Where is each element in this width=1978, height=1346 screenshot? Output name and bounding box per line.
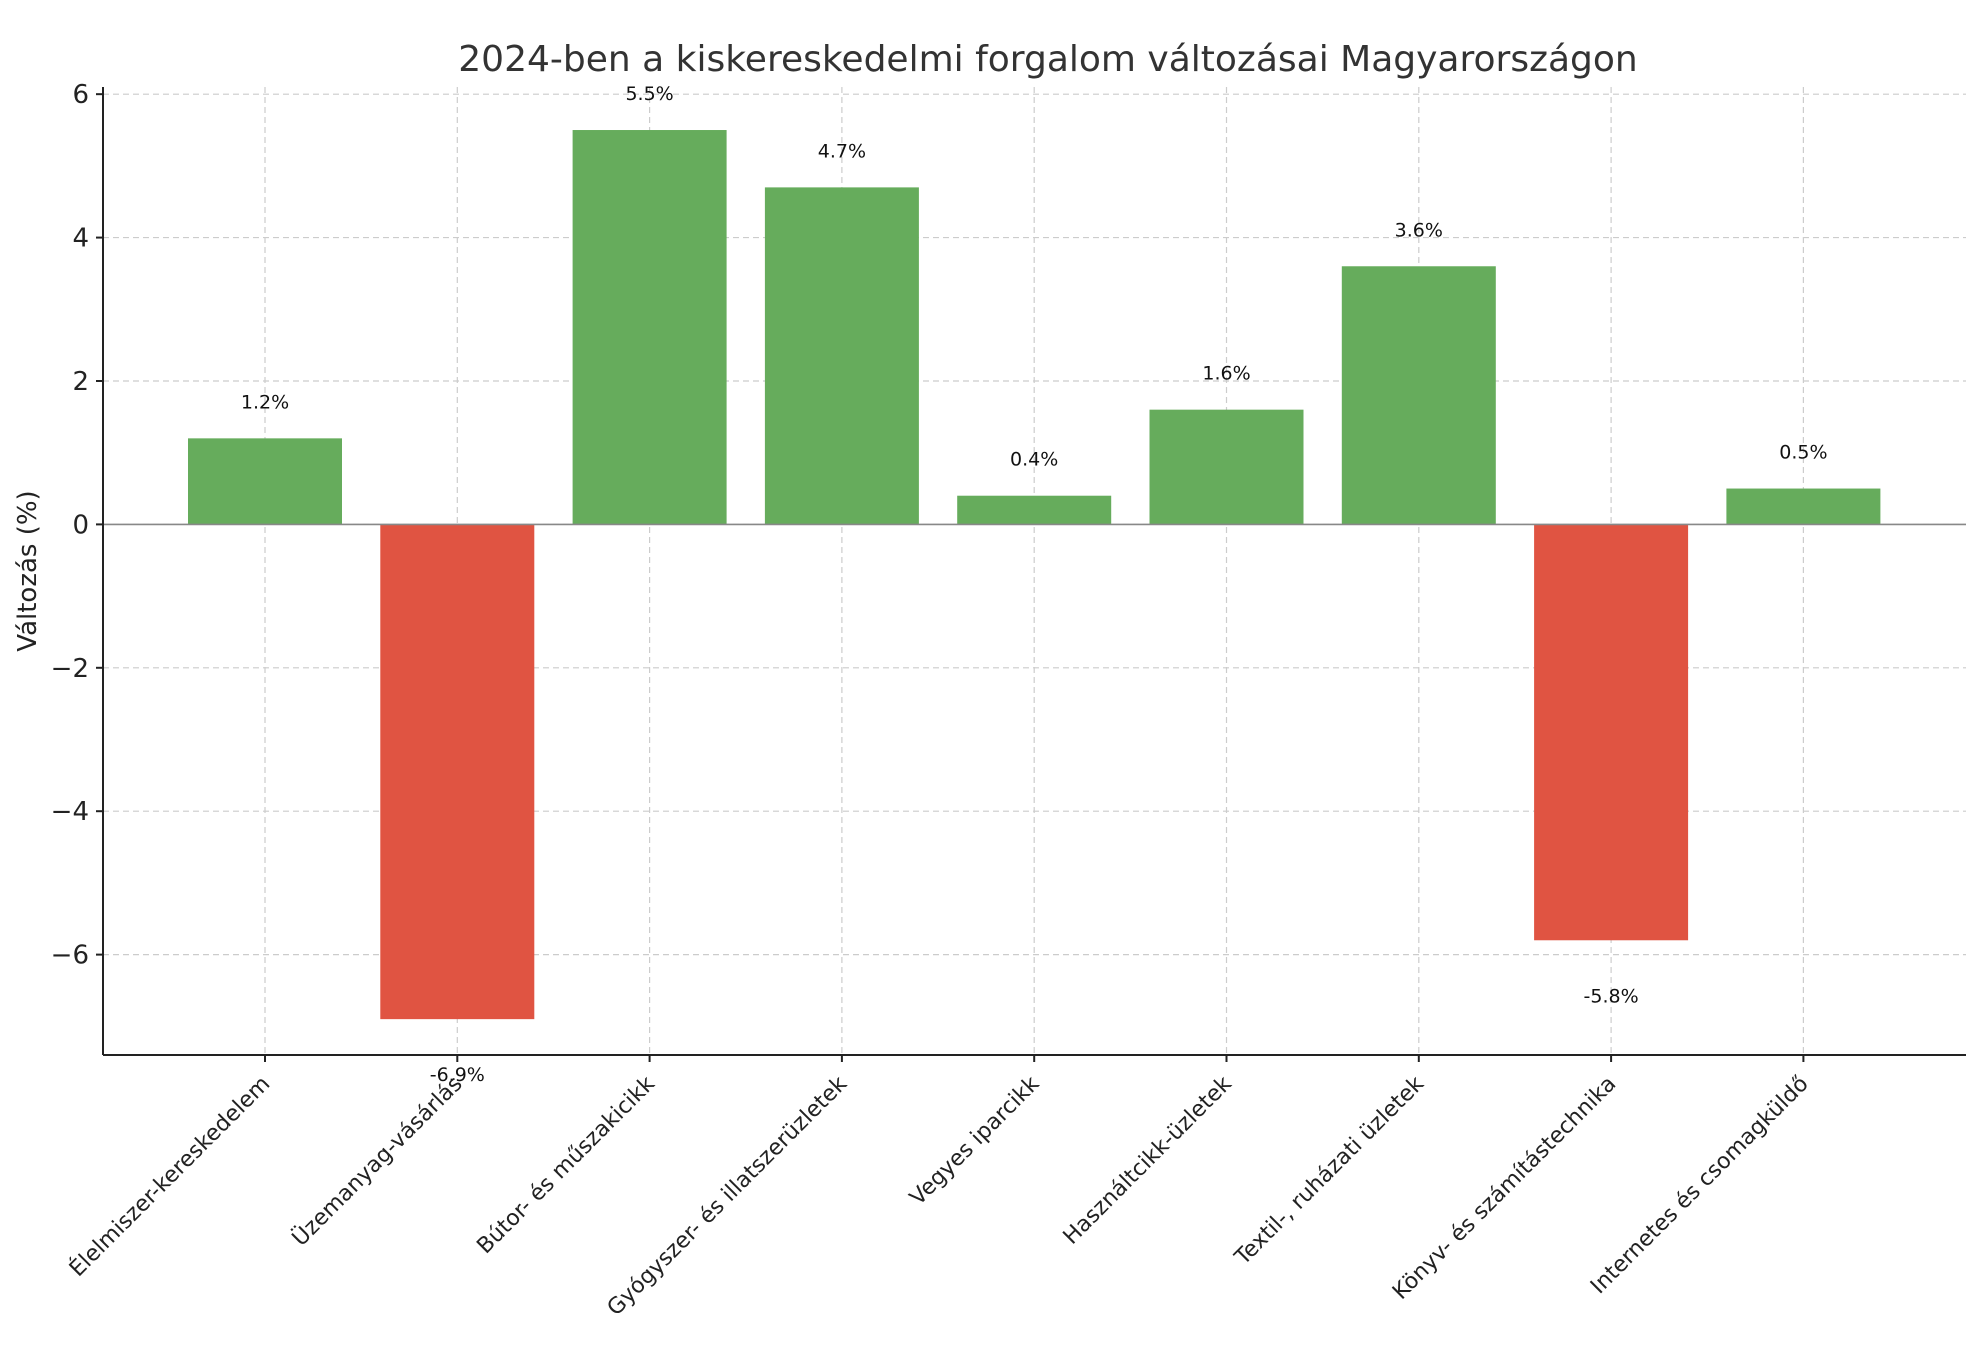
y-tick-label: −6 bbox=[51, 941, 89, 971]
data-label-8: -5.8% bbox=[1584, 985, 1639, 1007]
x-tick-label-7: Textil-, ruházati üzletek bbox=[1230, 1071, 1429, 1270]
x-tick-label-3: Bútor- és műszakicikk bbox=[472, 1071, 660, 1259]
y-tick-label: −4 bbox=[51, 797, 89, 827]
x-tick-label-5: Vegyes iparcikk bbox=[905, 1071, 1044, 1210]
bar-1 bbox=[188, 438, 342, 525]
bar-4 bbox=[764, 187, 919, 525]
x-tick-labels: Élelmiszer-kereskedelem Üzemanyag-vásárlá… bbox=[64, 1071, 1813, 1321]
data-label-3: 5.5% bbox=[625, 83, 673, 105]
y-tick-label: 0 bbox=[72, 510, 89, 540]
x-tick-label-2: Üzemanyag-vásárlás bbox=[287, 1071, 468, 1252]
bar-7 bbox=[1341, 266, 1496, 525]
y-tick-label: 6 bbox=[72, 80, 89, 110]
y-tick-label: 2 bbox=[72, 367, 89, 397]
bar-6 bbox=[1149, 409, 1304, 525]
data-labels: 1.2% -6.9% 5.5% 4.7% 0.4% 1.6% 3.6% -5.8% 0.5% bbox=[241, 83, 1828, 1086]
y-tick-label: 4 bbox=[72, 224, 89, 254]
data-label-5: 0.4% bbox=[1010, 449, 1058, 471]
data-label-9: 0.5% bbox=[1779, 442, 1827, 464]
data-label-4: 4.7% bbox=[818, 140, 866, 162]
bar-5 bbox=[957, 495, 1112, 525]
bars bbox=[188, 130, 1881, 1020]
data-label-6: 1.6% bbox=[1202, 363, 1250, 385]
bar-8 bbox=[1534, 524, 1689, 941]
bar-2 bbox=[380, 524, 535, 1020]
x-tick-label-1: Élelmiszer-kereskedelem bbox=[64, 1071, 275, 1282]
y-tick-labels: 6 4 2 0 −2 −4 −6 bbox=[51, 80, 89, 970]
x-tick-label-9: Internetes és csomagküldő bbox=[1586, 1072, 1814, 1300]
y-axis-label: Változás (%) bbox=[13, 490, 43, 651]
y-tick-label: −2 bbox=[51, 654, 89, 684]
x-tick-label-8: Könyv- és számítástechnika bbox=[1388, 1072, 1621, 1305]
chart-title: 2024-ben a kiskereskedelmi forgalom vált… bbox=[458, 39, 1637, 80]
bar-9 bbox=[1726, 488, 1881, 525]
data-label-1: 1.2% bbox=[241, 391, 289, 413]
x-tick-label-6: Használtcikk-üzletek bbox=[1059, 1071, 1237, 1249]
data-label-7: 3.6% bbox=[1395, 219, 1443, 241]
data-label-2: -6.9% bbox=[430, 1064, 485, 1086]
bar-3 bbox=[572, 130, 727, 525]
axes bbox=[96, 87, 1966, 1062]
